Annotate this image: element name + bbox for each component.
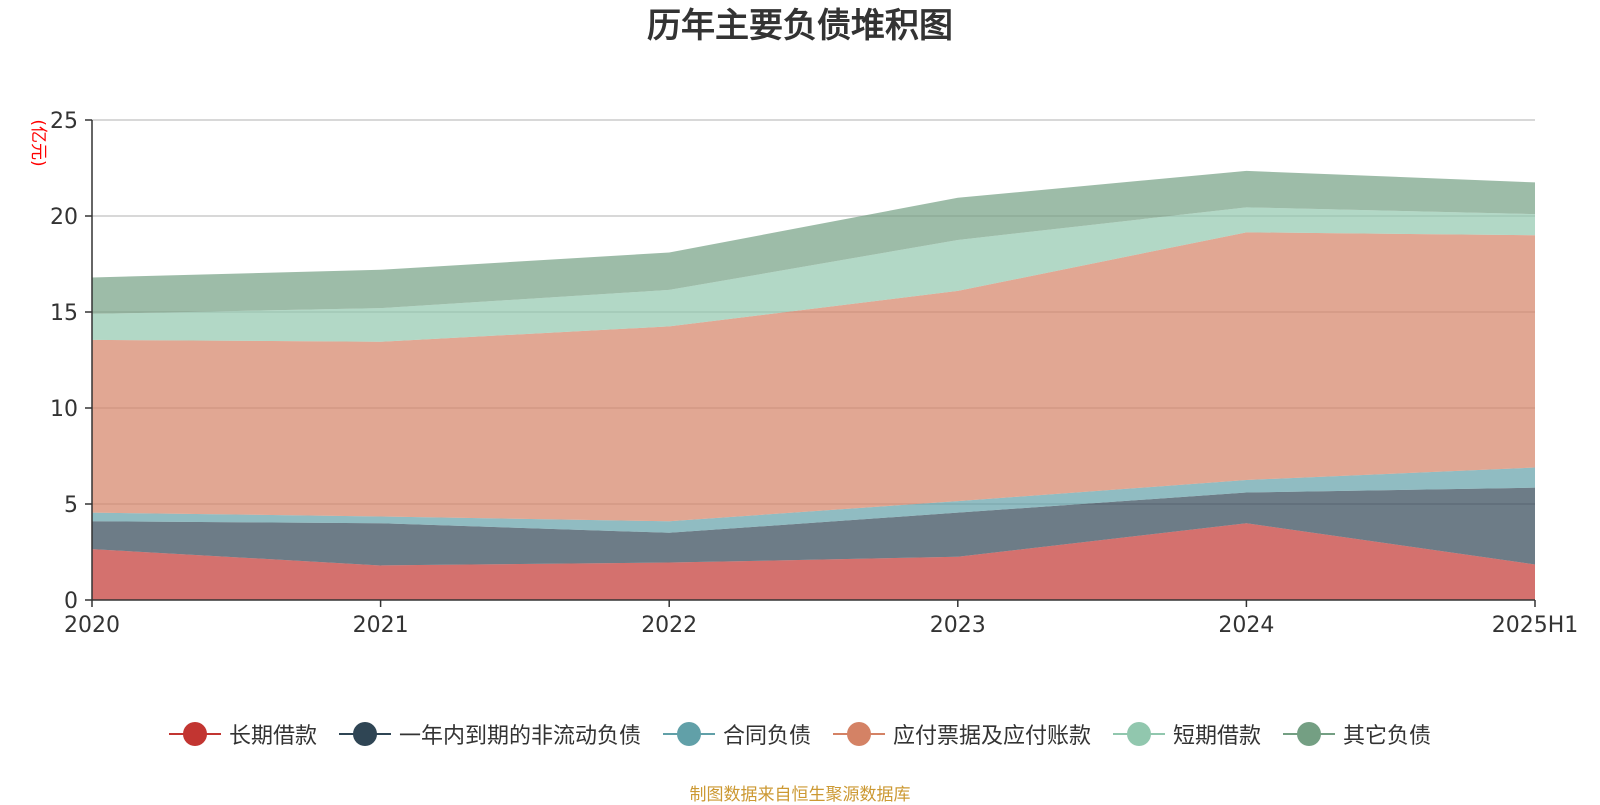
x-tick-label: 2021 — [353, 613, 409, 638]
legend-marker-icon — [1113, 719, 1166, 749]
y-tick-label: 20 — [50, 205, 78, 230]
chart-legend: 长期借款 一年内到期的非流动负债 合同负债 应付票据及应付账款 短期借款 其它负债 — [0, 718, 1600, 750]
legend-dot-icon — [676, 722, 701, 746]
area-series-1 — [92, 523, 1535, 600]
legend-marker-icon — [1283, 719, 1336, 749]
x-tick-label: 2020 — [64, 613, 120, 638]
legend-dot-icon — [1297, 722, 1322, 746]
legend-label: 其它负债 — [1343, 724, 1432, 749]
y-tick-label: 5 — [64, 493, 78, 518]
y-tick-label: 25 — [50, 109, 78, 134]
legend-marker-icon — [662, 719, 715, 749]
source-note: 制图数据来自恒生聚源数据库 — [689, 785, 911, 805]
area-series-6 — [92, 170, 1535, 314]
legend-label: 短期借款 — [1173, 724, 1262, 749]
legend-dot-icon — [352, 722, 377, 746]
legend-label: 一年内到期的非流动负债 — [398, 724, 641, 749]
area-series-5 — [92, 207, 1535, 342]
area-series-group — [92, 170, 1535, 600]
legend-item-5[interactable]: 短期借款 — [1113, 718, 1261, 750]
x-tick-label: 2024 — [1218, 613, 1274, 638]
y-tick-label: 15 — [50, 301, 78, 326]
area-series-2 — [92, 487, 1535, 566]
legend-dot-icon — [847, 722, 871, 746]
legend-marker-icon — [833, 719, 885, 749]
legend-item-4[interactable]: 应付票据及应付账款 — [833, 718, 1091, 750]
area-series-3 — [92, 467, 1535, 533]
y-tick-label: 0 — [64, 589, 78, 614]
x-tick-label: 2022 — [641, 613, 697, 638]
chart-title: 历年主要负债堆积图 — [647, 6, 953, 46]
area-series-4 — [92, 232, 1535, 522]
legend-dot-icon — [182, 722, 207, 746]
legend-label: 长期借款 — [228, 724, 317, 749]
legend-label: 合同负债 — [722, 724, 811, 749]
legend-label: 应付票据及应付账款 — [893, 724, 1092, 749]
legend-dot-icon — [1127, 722, 1152, 746]
legend-item-2[interactable]: 一年内到期的非流动负债 — [338, 718, 641, 750]
y-axis-unit-label: (亿元) — [28, 119, 48, 166]
x-tick-label: 2025H1 — [1492, 613, 1579, 638]
y-tick-label: 10 — [50, 397, 78, 422]
legend-item-3[interactable]: 合同负债 — [662, 718, 811, 750]
legend-item-1[interactable]: 长期借款 — [168, 718, 317, 750]
legend-item-6[interactable]: 其它负债 — [1283, 718, 1431, 750]
legend-marker-icon — [338, 719, 391, 749]
legend-marker-icon — [168, 719, 221, 749]
axes: 0 5 10 15 20 25 2020 2021 2022 2023 2024 2025H1 — [50, 109, 1578, 638]
x-tick-label: 2023 — [930, 613, 986, 638]
